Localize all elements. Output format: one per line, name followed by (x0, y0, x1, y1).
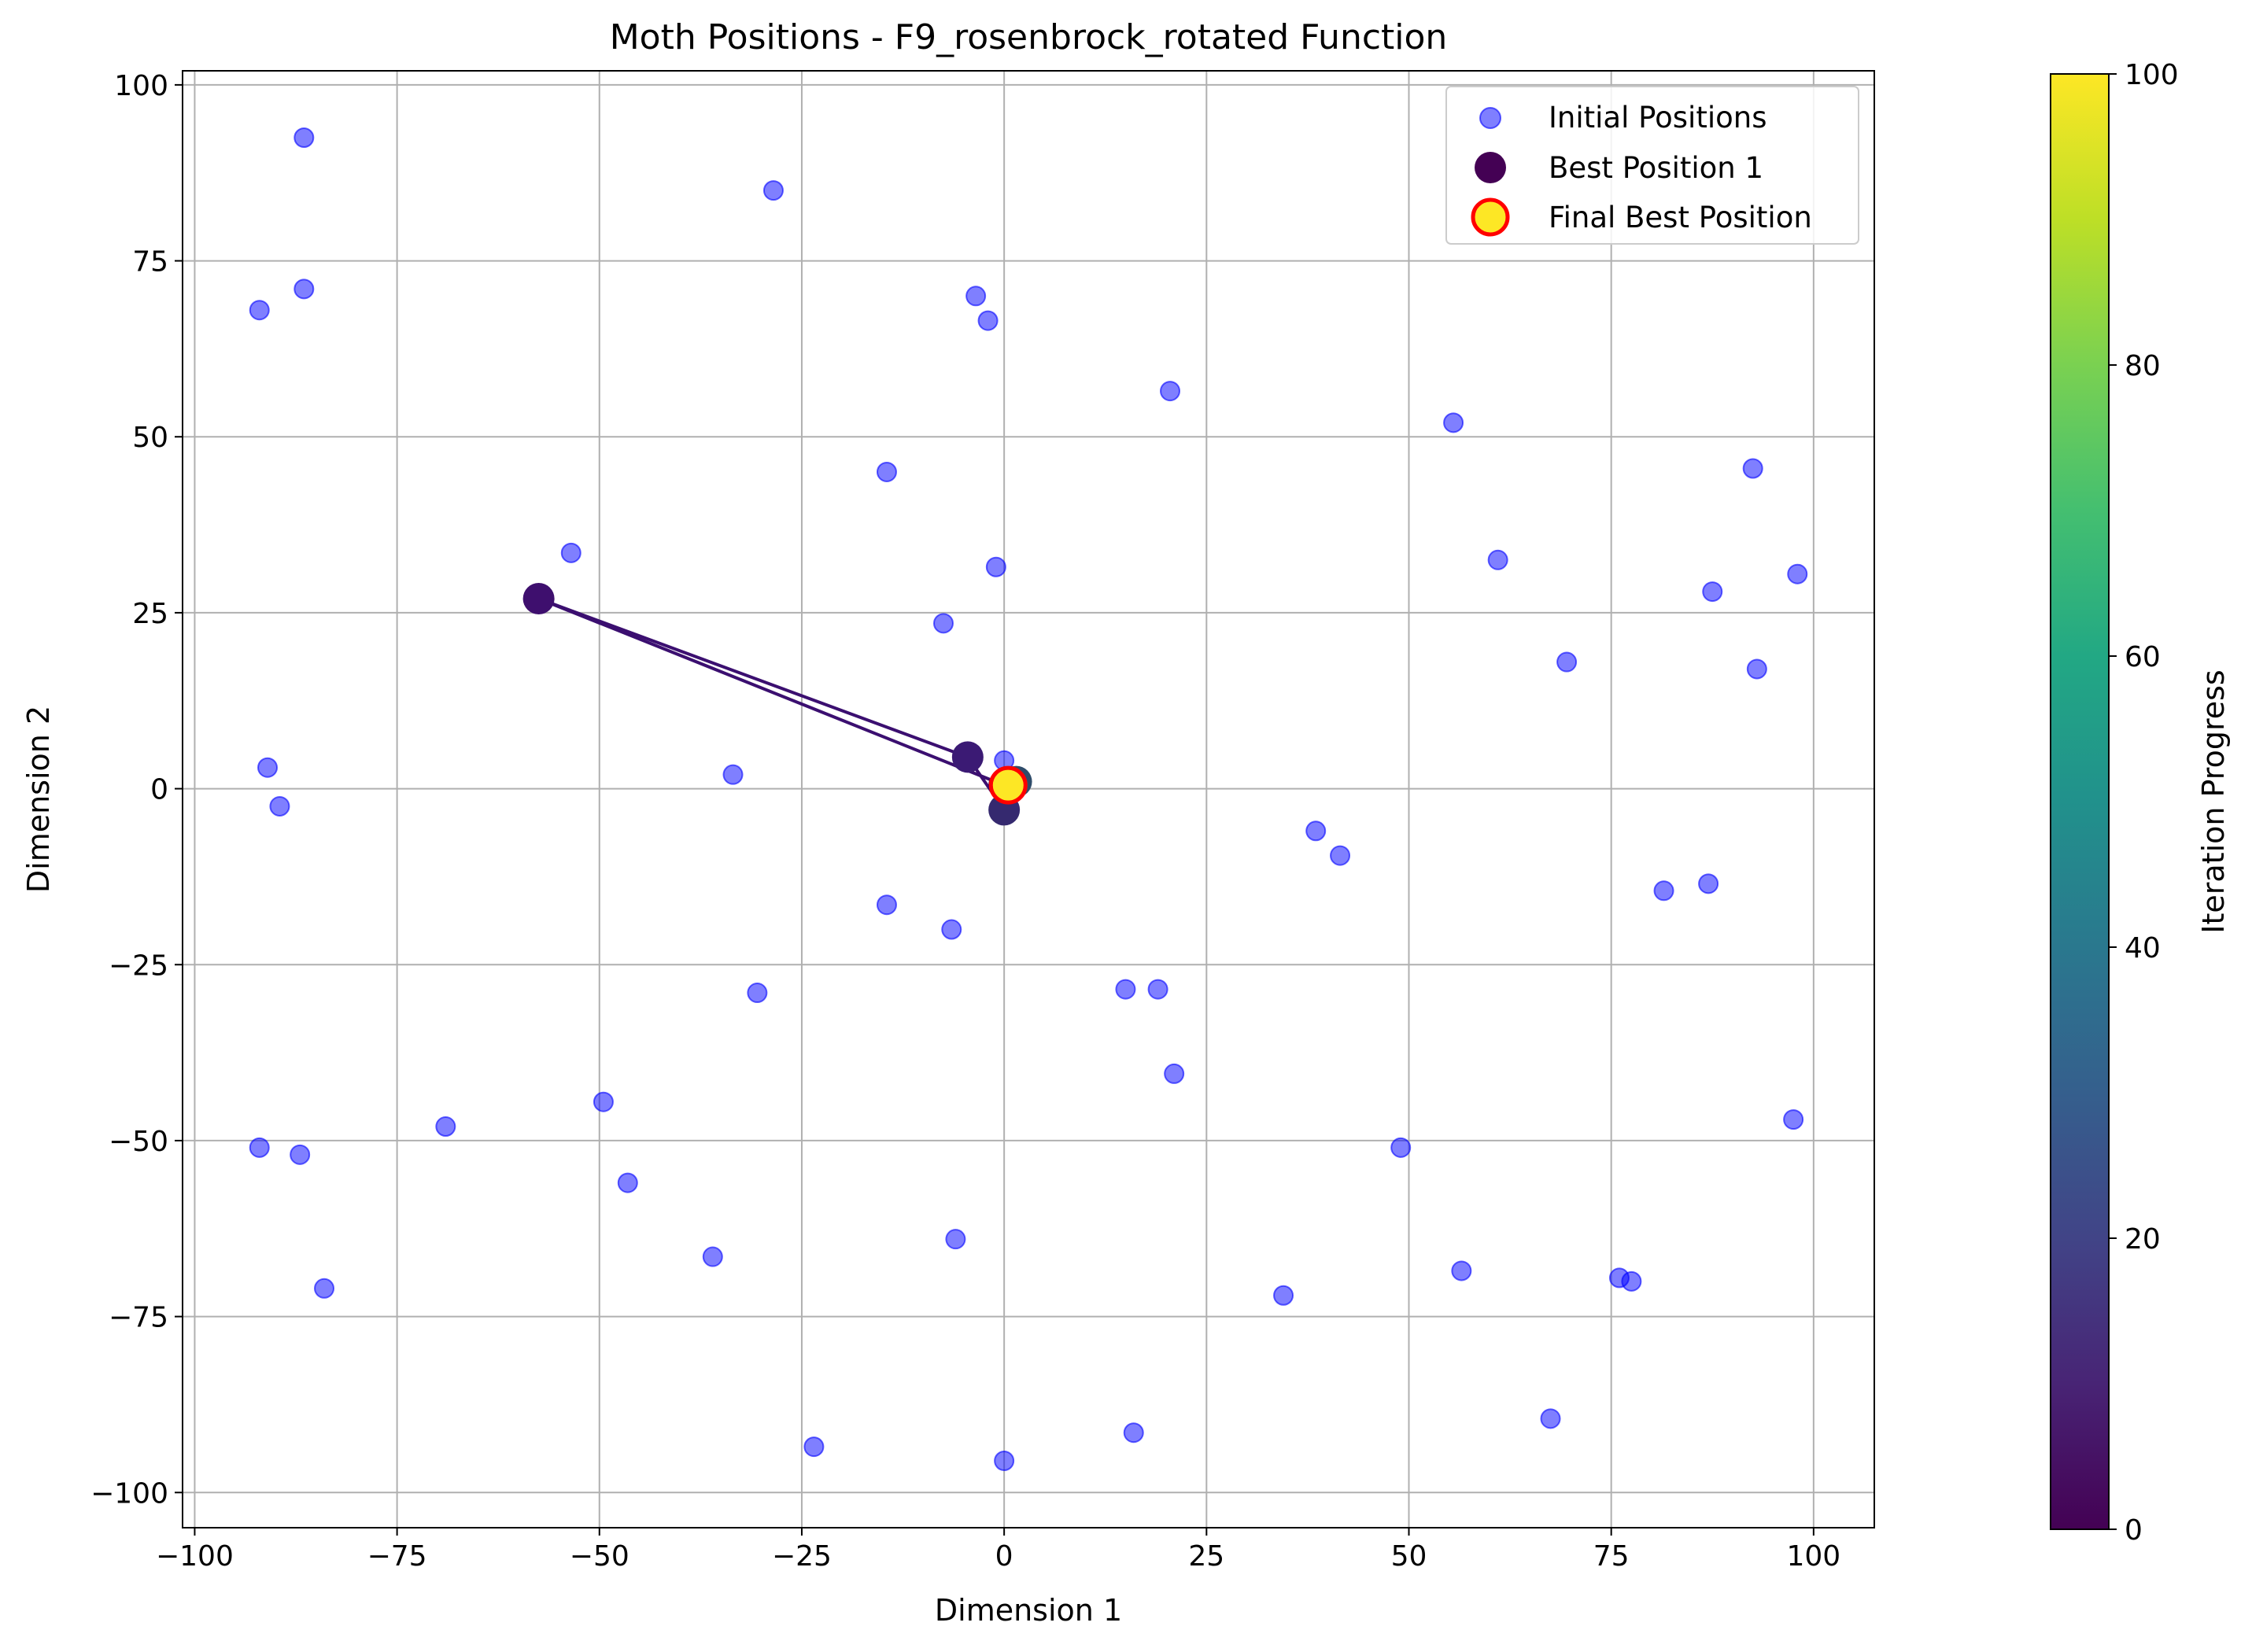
initial-position-point (293, 278, 315, 300)
x-tick-label: −50 (570, 1540, 629, 1573)
y-tick-label: −25 (109, 950, 168, 982)
colorbar-tick-label: 80 (2125, 350, 2161, 382)
y-axis-ticks: −100 −75 −50 −25 0 25 50 75 100 (90, 70, 183, 1510)
chart-title: Moth Positions - F9_rosenbrock_rotated F… (610, 17, 1448, 57)
legend-box (1445, 86, 1859, 245)
x-tick-label: 75 (1593, 1540, 1630, 1573)
initial-position-point (932, 613, 954, 634)
legend-marker-initial (1479, 107, 1501, 129)
initial-position-point (1443, 412, 1464, 433)
x-axis-ticks: −100 −75 −50 −25 0 25 50 75 100 (156, 1528, 1840, 1573)
legend-label-final: Final Best Position (1549, 201, 1812, 234)
initial-position-point (747, 983, 768, 1004)
initial-position-point (965, 286, 987, 307)
initial-position-point (435, 1116, 456, 1138)
initial-position-point (1330, 845, 1351, 866)
initial-position-point (994, 1451, 1015, 1472)
initial-position-point (269, 795, 290, 817)
initial-position-point (977, 310, 999, 331)
x-tick-label: 50 (1391, 1540, 1427, 1573)
initial-position-point (1390, 1137, 1412, 1158)
initial-position-point (1487, 549, 1508, 570)
initial-position-point (1305, 820, 1327, 842)
initial-position-point (702, 1246, 723, 1267)
y-tick-label: 25 (132, 598, 168, 630)
legend-marker-final (1471, 197, 1510, 237)
initial-position-point (1653, 880, 1674, 902)
colorbar-tick-label: 20 (2125, 1223, 2161, 1256)
colorbar-tick-label: 40 (2125, 932, 2161, 964)
best-position-point (951, 741, 984, 773)
initial-position-point (1147, 979, 1168, 1000)
initial-position-point (1115, 979, 1136, 1000)
initial-position-point (1160, 381, 1181, 402)
initial-position-point (593, 1091, 614, 1112)
x-tick-label: 25 (1188, 1540, 1224, 1573)
initial-position-point (1702, 581, 1723, 603)
y-tick-label: 75 (132, 246, 168, 278)
initial-position-point (1783, 1109, 1804, 1130)
initial-position-point (1540, 1408, 1561, 1429)
initial-position-point (876, 894, 897, 916)
colorbar-label: Iteration Progress (2196, 669, 2231, 933)
initial-positions-series (249, 127, 1808, 1472)
initial-position-point (257, 757, 279, 778)
initial-position-point (1164, 1063, 1185, 1084)
initial-position-point (249, 300, 270, 321)
final-best-series (988, 765, 1028, 805)
initial-position-point (249, 1137, 270, 1158)
colorbar-gradient (2050, 73, 2110, 1530)
initial-position-point (1123, 1422, 1144, 1444)
initial-position-point (803, 1436, 825, 1458)
plot-frame (182, 70, 1875, 1528)
initial-position-point (762, 180, 784, 201)
initial-position-point (314, 1278, 335, 1299)
x-tick-label: −75 (367, 1540, 427, 1573)
initial-position-point (293, 127, 315, 148)
x-axis-label: Dimension 1 (935, 1593, 1122, 1628)
initial-position-point (1698, 873, 1719, 894)
x-tick-label: −100 (156, 1540, 234, 1573)
y-axis-label: Dimension 2 (21, 706, 56, 893)
path-arrow (539, 599, 1005, 787)
initial-position-point (722, 764, 744, 785)
grid (183, 71, 1874, 1528)
initial-position-point (985, 556, 1006, 577)
initial-position-point (941, 919, 962, 940)
x-tick-label: 100 (1786, 1540, 1840, 1573)
initial-position-point (1787, 563, 1808, 584)
colorbar-tick-label: 60 (2125, 641, 2161, 673)
legend-label-initial: Initial Positions (1549, 101, 1767, 135)
initial-position-point (1556, 651, 1578, 673)
colorbar-tick-label: 100 (2125, 59, 2179, 91)
legend-marker-best (1475, 152, 1506, 183)
initial-position-point (617, 1172, 638, 1193)
y-tick-label: −50 (109, 1126, 168, 1158)
x-tick-label: 0 (995, 1540, 1013, 1573)
y-tick-label: 100 (114, 70, 168, 102)
y-tick-label: −100 (90, 1477, 168, 1510)
legend-label-best: Best Position 1 (1549, 151, 1763, 185)
colorbar-ticks: 0 20 40 60 80 100 (2109, 59, 2179, 1547)
final-best-point (988, 765, 1028, 805)
y-tick-label: −75 (109, 1302, 168, 1334)
x-tick-label: −25 (772, 1540, 832, 1573)
y-tick-label: 50 (132, 422, 168, 454)
colorbar-tick-label: 0 (2125, 1514, 2143, 1547)
colorbar: 0 20 40 60 80 100 Iteration Progress (2050, 59, 2231, 1547)
initial-position-point (1451, 1260, 1472, 1281)
initial-position-point (1742, 458, 1763, 479)
initial-position-point (1273, 1285, 1294, 1306)
path-arrow (537, 597, 968, 757)
initial-position-point (1621, 1270, 1642, 1292)
initial-position-point (560, 542, 581, 563)
initial-position-point (1746, 658, 1767, 680)
best-position-point (522, 583, 555, 615)
initial-position-point (290, 1144, 311, 1165)
legend: Initial Positions Best Position 1 Final … (1445, 86, 1859, 245)
initial-position-point (945, 1229, 966, 1250)
initial-position-point (876, 461, 897, 482)
y-tick-label: 0 (150, 774, 168, 806)
